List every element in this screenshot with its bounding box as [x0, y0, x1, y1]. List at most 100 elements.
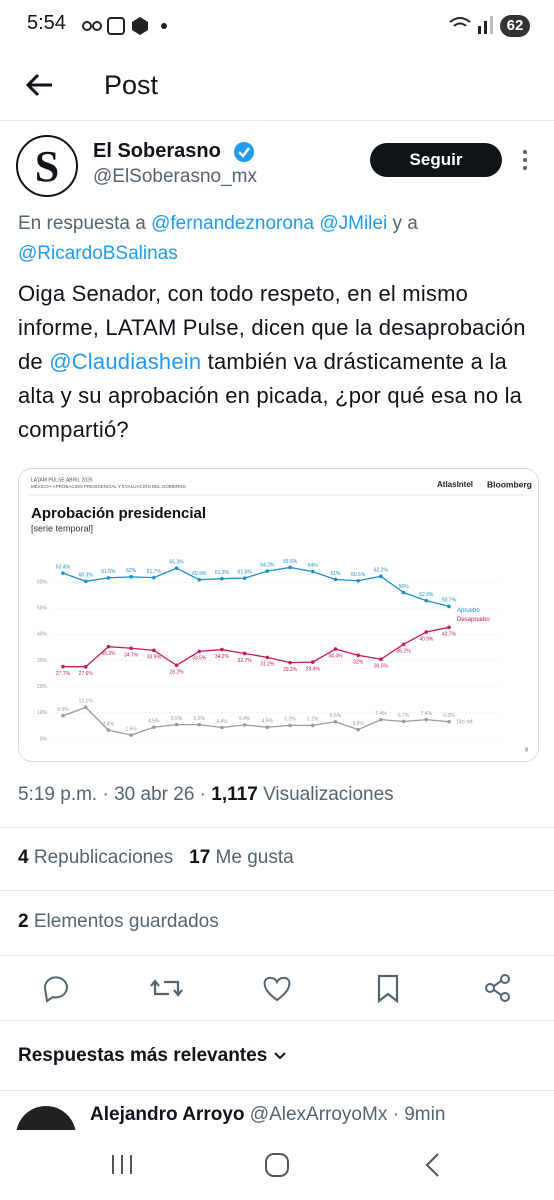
- reposts-count[interactable]: 4: [18, 847, 29, 868]
- data-label: 7.4%: [421, 711, 433, 717]
- share-button[interactable]: [485, 974, 510, 1002]
- mention[interactable]: @Claudiashein: [49, 349, 202, 374]
- data-point: [61, 713, 65, 718]
- brand: Bloomberg: [487, 479, 532, 489]
- data-label: 62%: [126, 568, 137, 574]
- divider: [0, 890, 554, 891]
- mention[interactable]: @JMilei: [319, 213, 388, 234]
- divider: [0, 120, 554, 121]
- data-point: [197, 649, 202, 654]
- data-label: 6.6%: [443, 713, 455, 719]
- data-label: 64.2%: [260, 562, 275, 568]
- battery: 62: [500, 15, 530, 37]
- data-point: [83, 705, 88, 710]
- data-label: 32.7%: [238, 658, 253, 664]
- data-point: [288, 660, 292, 665]
- y-tick-label: 40%: [37, 632, 48, 638]
- back-nav-button[interactable]: [425, 1153, 439, 1177]
- reply-author[interactable]: Alejandro Arroyo: [90, 1104, 245, 1125]
- data-point: [83, 665, 88, 669]
- data-label: 29.4%: [306, 666, 321, 672]
- data-label: 12.1%: [79, 699, 94, 705]
- data-label: 31.2%: [260, 662, 275, 668]
- back-button[interactable]: [24, 70, 56, 100]
- replies-heading[interactable]: Respuestas más relevantes: [18, 1045, 268, 1066]
- author-name[interactable]: El Soberasno: [93, 140, 221, 162]
- data-point: [333, 719, 338, 724]
- author-handle[interactable]: @ElSoberasno_mx: [93, 166, 257, 187]
- data-label: 34.4%: [328, 653, 343, 659]
- recents-button[interactable]: [112, 1155, 132, 1174]
- action-bar: [43, 974, 510, 1004]
- data-point: [152, 648, 156, 653]
- data-label: 5.5%: [171, 716, 183, 722]
- data-point: [129, 575, 133, 579]
- bookmark-button[interactable]: [377, 974, 399, 1004]
- data-label: 29.2%: [283, 667, 298, 673]
- data-point: [152, 575, 156, 580]
- data-point: [174, 566, 179, 571]
- data-label: 42.7%: [442, 632, 457, 638]
- data-label: 5.5%: [194, 716, 206, 722]
- data-label: 61.7%: [147, 569, 162, 575]
- data-label: 3.4%: [103, 721, 115, 727]
- data-point: [242, 723, 247, 727]
- nav-icons: [112, 1153, 439, 1177]
- data-label: 33.5%: [192, 656, 207, 662]
- y-tick-label: 10%: [37, 710, 48, 716]
- data-label: 6.7%: [398, 713, 410, 719]
- replies-sort[interactable]: Respuestas más relevantes: [18, 1045, 287, 1067]
- views-label: Visualizaciones: [263, 784, 394, 805]
- data-label: 28.2%: [169, 670, 184, 676]
- data-label: 5.2%: [307, 717, 319, 723]
- saves: 2 Elementos guardados: [18, 911, 219, 933]
- data-point: [447, 719, 451, 724]
- data-point: [220, 647, 224, 652]
- divider: [0, 955, 554, 956]
- mention[interactable]: @RicardoBSalinas: [18, 243, 178, 264]
- reposts-label[interactable]: Republicaciones: [33, 847, 174, 868]
- home-button[interactable]: [265, 1153, 289, 1177]
- chart-title: Aprobación presidencial: [31, 505, 206, 522]
- data-point: [220, 576, 224, 581]
- data-point: [379, 717, 383, 722]
- data-label: 5.4%: [239, 716, 251, 722]
- data-label: 34.2%: [215, 654, 230, 660]
- timestamp: 5:19 p.m. · 30 abr 26 ·: [18, 784, 206, 805]
- nav-bar: [0, 1130, 554, 1200]
- avatar[interactable]: S: [16, 135, 78, 197]
- data-label: 65.3%: [169, 560, 184, 566]
- y-tick-label: 50%: [37, 606, 48, 612]
- data-point: [197, 577, 202, 582]
- saves-count[interactable]: 2: [18, 911, 29, 932]
- chevron: [273, 1052, 286, 1060]
- divider: [0, 1020, 554, 1021]
- like-button[interactable]: [263, 976, 291, 1002]
- data-point: [174, 722, 179, 727]
- more-button[interactable]: [520, 148, 530, 172]
- data-point: [83, 579, 88, 584]
- data-label: 60.5%: [351, 572, 366, 578]
- data-point: [288, 723, 292, 728]
- follow-button[interactable]: Seguir: [370, 143, 502, 177]
- likes-label[interactable]: Me gusta: [215, 847, 294, 868]
- data-point: [265, 655, 270, 660]
- data-label: 27.7%: [56, 671, 71, 677]
- tweet-text: Oiga Senador, con todo respeto, en el mi…: [18, 277, 543, 447]
- mention[interactable]: @fernandeznorona: [151, 213, 315, 234]
- likes-count[interactable]: 17: [189, 847, 211, 868]
- reply-button[interactable]: [43, 976, 68, 1003]
- repost-button[interactable]: [150, 979, 183, 997]
- data-label: 63.4%: [56, 565, 71, 571]
- text: Oiga Senador, con todo respeto, en el mi…: [18, 281, 526, 374]
- saves-label[interactable]: Elementos guardados: [33, 911, 219, 932]
- data-point: [356, 727, 360, 732]
- chart-image[interactable]: LATAM PULSE ABRIL 2026 MÉXICO • APROBACI…: [18, 468, 539, 762]
- data-point: [220, 725, 224, 730]
- data-point: [61, 571, 65, 575]
- data-point: [379, 574, 383, 579]
- data-point: [401, 719, 406, 724]
- data-point: [310, 660, 315, 664]
- text: también va drásticamente a la alta y su …: [18, 349, 523, 442]
- data-label: 61.5%: [238, 569, 253, 575]
